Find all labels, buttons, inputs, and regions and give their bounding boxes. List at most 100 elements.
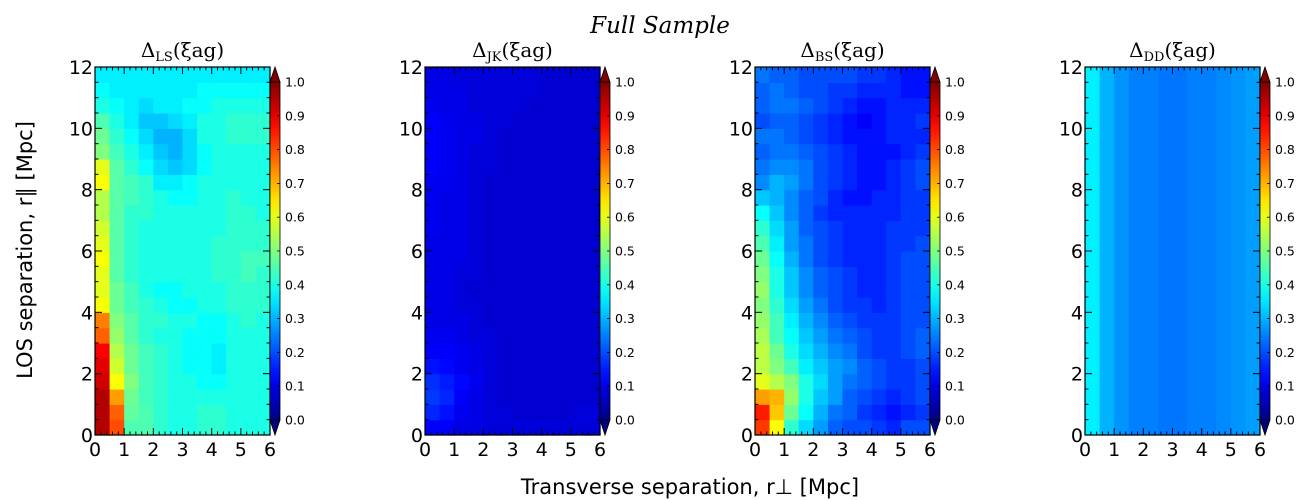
heatmap-cell [1172,205,1188,221]
heatmap-cell [255,97,271,114]
heatmap-cell [95,235,111,252]
heatmap-cell [585,159,601,175]
heatmap-cell [1187,281,1203,298]
heatmap-cell [1128,113,1144,129]
heatmap-cell [784,205,800,221]
heatmap-cell [211,358,227,375]
heatmap-cell [138,159,154,175]
x-tick-label: 3 [176,439,188,461]
heatmap-cell [1172,327,1188,344]
heatmap-cell [1128,67,1144,83]
heatmap-cell [1245,404,1261,421]
heatmap-cell [769,281,785,298]
heatmap-cell [512,312,528,329]
heatmap-cell [1187,235,1203,252]
heatmap-cell [468,235,484,252]
heatmap-cell [138,358,154,375]
colorbar-extend-max [599,65,611,83]
heatmap-cell [1216,312,1232,329]
heatmap-cell [915,358,931,375]
heatmap-cell [1128,159,1144,175]
heatmap-cell [900,67,917,83]
heatmap-cell [240,143,257,160]
heatmap-cell [1143,174,1159,191]
heatmap-cell [425,82,441,99]
heatmap-cell [755,143,771,160]
heatmap-cell [871,97,887,114]
heatmap-cell [512,251,528,267]
heatmap-cell [468,266,484,283]
heatmap-cell [109,143,125,160]
heatmap-cell [109,82,125,99]
colorbar-tick-label: 0.7 [945,176,965,191]
heatmap-cell [1172,235,1188,252]
heatmap-cell [1187,297,1203,313]
heatmap-cell [153,220,169,237]
colorbar-tick-label: 1.0 [1275,75,1295,90]
colorbar-extend-min [599,419,611,437]
heatmap-cell [1128,327,1144,344]
heatmap-cell [585,82,601,99]
heatmap-cell [425,419,441,436]
heatmap-cell [439,174,455,191]
heatmap-cell [182,128,198,145]
heatmap-cell [1230,159,1247,175]
heatmap-cell [124,404,140,421]
heatmap-cell [197,143,213,160]
heatmap-cell [1157,358,1174,375]
heatmap-cell [541,174,557,191]
heatmap-cell [541,235,557,252]
heatmap-cell [556,266,572,283]
heatmap-cell [1187,220,1203,237]
heatmap-cell [1085,266,1101,283]
heatmap-cell [813,419,829,436]
heatmap-cell [842,220,858,237]
heatmap-cell [886,389,902,405]
heatmap-cell [1172,143,1188,160]
heatmap-cell [454,327,470,344]
heatmap-cell [915,343,931,359]
heatmap-cell [1143,205,1159,221]
heatmap-cell [226,389,242,405]
heatmap-cell [211,220,227,237]
heatmap-cell [454,358,470,375]
heatmap-cell [556,220,572,237]
heatmap-cell [240,82,257,99]
heatmap-cell [871,251,887,267]
heatmap-cell [1099,389,1115,405]
heatmap-cell [570,205,587,221]
heatmap-cell [255,159,271,175]
heatmap-cell [527,358,543,375]
heatmap-cell [1085,373,1101,390]
heatmap-cell [570,128,587,145]
heatmap-cell [1187,97,1203,114]
heatmap-cell [109,235,125,252]
heatmap-cell [1099,67,1115,83]
y-tick-label: 10 [69,118,93,140]
heatmap-cell [95,205,111,221]
heatmap-cell [784,297,800,313]
heatmap-cell [1216,251,1232,267]
heatmap-cell [1187,404,1203,421]
heatmap-cell [915,327,931,344]
heatmap-cell [556,343,572,359]
heatmap-cell [211,97,227,114]
x-tick-label: 4 [1196,439,1208,461]
heatmap-cell [541,297,557,313]
heatmap-cell [483,205,499,221]
heatmap-cell [915,159,931,175]
heatmap-cell [138,281,154,298]
heatmap-cell [755,343,771,359]
heatmap-cell [255,205,271,221]
heatmap-cell [124,358,140,375]
heatmap-cell [240,251,257,267]
heatmap-cell [468,297,484,313]
heatmap-cell [842,251,858,267]
heatmap-cell [1128,189,1144,206]
heatmap-cell [755,281,771,298]
heatmap-cell [886,97,902,114]
panel-title-sub: BS [815,50,833,65]
heatmap-cell [138,189,154,206]
heatmap-cell [541,343,557,359]
heatmap-cell [755,128,771,145]
